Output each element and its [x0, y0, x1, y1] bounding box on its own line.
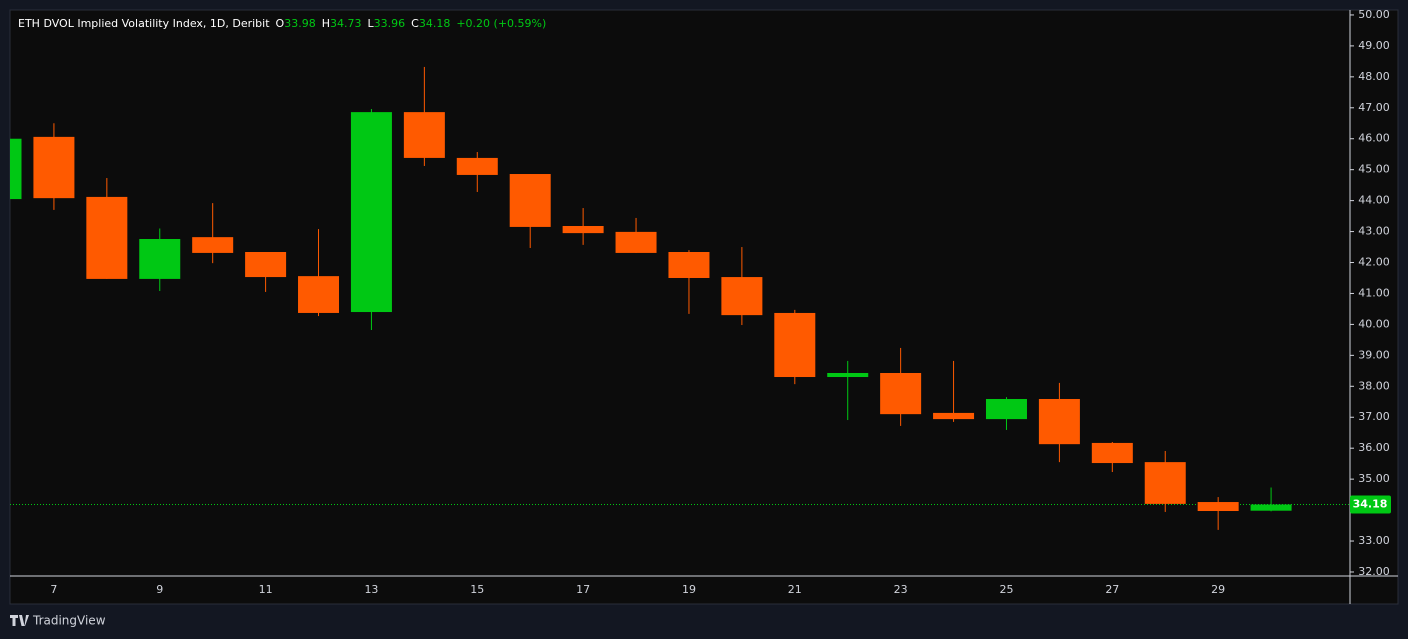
y-tick-label: 43.00: [1358, 225, 1390, 238]
candle-body: [827, 372, 869, 378]
candle-body: [509, 174, 551, 227]
candle-body: [562, 226, 604, 234]
y-tick-label: 47.00: [1358, 101, 1390, 114]
candle-body: [880, 372, 922, 415]
x-tick-label: 7: [50, 583, 57, 596]
y-tick-label: 42.00: [1358, 256, 1390, 269]
candle-body: [192, 237, 234, 253]
x-tick-label: 13: [364, 583, 378, 596]
candle-body: [668, 251, 710, 278]
ohlc-value: 34.18: [419, 17, 451, 30]
y-tick-label: 35.00: [1358, 472, 1390, 485]
y-tick-label: 38.00: [1358, 379, 1390, 392]
x-tick-label: 27: [1105, 583, 1119, 596]
candle-body: [139, 238, 181, 279]
y-tick-label: 40.00: [1358, 317, 1390, 330]
y-tick-label: 37.00: [1358, 410, 1390, 423]
y-tick-label: 44.00: [1358, 194, 1390, 207]
y-tick-label: 50.00: [1358, 8, 1390, 21]
legend: ETH DVOL Implied Volatility Index, 1D, D…: [18, 17, 546, 30]
y-tick-label: 49.00: [1358, 39, 1390, 52]
chart-title: ETH DVOL Implied Volatility Index, 1D, D…: [18, 17, 270, 30]
candle-body: [1144, 462, 1186, 504]
x-tick-label: 9: [156, 583, 163, 596]
x-tick-label: 11: [259, 583, 273, 596]
candle-body: [298, 276, 340, 313]
brand-name[interactable]: TradingView: [32, 614, 106, 628]
y-tick-label: 45.00: [1358, 163, 1390, 176]
y-tick-label: 36.00: [1358, 441, 1390, 454]
x-tick-label: 29: [1211, 583, 1225, 596]
x-tick-label: 25: [999, 583, 1013, 596]
last-price-label: 34.18: [1353, 498, 1388, 511]
candle-body: [985, 398, 1027, 420]
brand-logo[interactable]: TradingView: [10, 614, 106, 628]
ohlc-key: O: [276, 17, 285, 30]
candle-body: [774, 312, 816, 378]
x-tick-label: 21: [788, 583, 802, 596]
candle-body: [615, 231, 657, 253]
candle-body: [456, 157, 498, 175]
candle-body: [1250, 504, 1292, 511]
y-tick-label: 46.00: [1358, 132, 1390, 145]
candle-body: [1091, 442, 1133, 464]
candle-body: [1038, 398, 1080, 445]
x-tick-label: 17: [576, 583, 590, 596]
candle-body: [721, 277, 763, 316]
candle-body: [933, 412, 975, 420]
ohlc-key: H: [322, 17, 330, 30]
plot-area: [10, 66, 1350, 530]
ohlc-value: 33.96: [374, 17, 406, 30]
candle-body: [86, 196, 128, 279]
ohlc-key: C: [411, 17, 419, 30]
x-tick-label: 15: [470, 583, 484, 596]
ohlc-key: L: [368, 17, 375, 30]
x-tick-label: 23: [894, 583, 908, 596]
y-tick-label: 39.00: [1358, 348, 1390, 361]
y-tick-label: 32.00: [1358, 565, 1390, 578]
candle-body: [403, 112, 445, 158]
candle-body: [245, 251, 287, 278]
ohlc-value: 33.98: [284, 17, 316, 30]
chart-panel: [9, 9, 1399, 605]
ohlc-value: 34.73: [330, 17, 362, 30]
candle-body: [350, 112, 392, 313]
candle-body: [33, 136, 75, 199]
change-label: +0.20 (+0.59%): [456, 17, 546, 30]
x-tick-label: 19: [682, 583, 696, 596]
y-tick-label: 33.00: [1358, 534, 1390, 547]
candle-body: [1197, 502, 1239, 512]
last-price-badge: [1350, 495, 1391, 514]
y-tick-label: 48.00: [1358, 70, 1390, 83]
y-tick-label: 41.00: [1358, 286, 1390, 299]
candle-body: [10, 138, 22, 200]
